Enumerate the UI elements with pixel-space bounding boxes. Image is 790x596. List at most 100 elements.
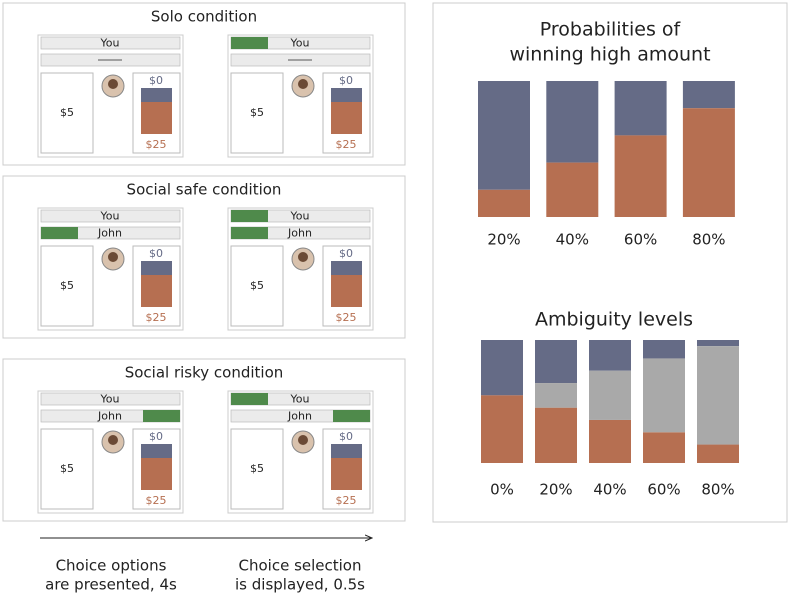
high-area [546, 162, 599, 217]
safe-amount: $5 [250, 106, 264, 119]
probability-label: 60% [624, 231, 657, 249]
timeline-caption: are presented, 4s [45, 576, 177, 594]
high-bar [331, 458, 362, 490]
low-bar [141, 444, 172, 458]
condition-panel: Solo condition You $5 $0 $25 You $5 $0 $25 [2, 2, 406, 166]
ambiguous-area [643, 358, 685, 433]
high-bar [141, 458, 172, 490]
avatar-head [108, 435, 118, 445]
low-area [589, 340, 631, 371]
high-area [682, 108, 735, 217]
high-area [535, 407, 577, 463]
choice-indicator [231, 393, 268, 405]
condition-title: Social safe condition [127, 181, 282, 199]
safe-option [230, 245, 284, 327]
ambiguous-area [697, 346, 739, 445]
choice-indicator [41, 227, 78, 239]
safe-amount: $5 [60, 106, 74, 119]
high-bar [141, 275, 172, 307]
low-area [697, 340, 739, 347]
low-amount: $0 [339, 430, 353, 443]
timeline-caption: Choice selection [239, 557, 362, 575]
probability-label: 20% [487, 231, 520, 249]
probabilities-title: Probabilities of [540, 19, 682, 41]
safe-option [40, 428, 94, 510]
high-bar [331, 275, 362, 307]
high-area [589, 419, 631, 463]
safe-amount: $5 [60, 462, 74, 475]
ambiguity-label: 60% [647, 481, 680, 499]
safe-option [40, 245, 94, 327]
high-amount: $25 [146, 494, 167, 507]
ambiguity-label: 20% [539, 481, 572, 499]
low-bar [331, 444, 362, 458]
player-name: You [100, 393, 120, 406]
ambiguity-title: Ambiguity levels [535, 309, 693, 331]
high-area [478, 189, 530, 217]
safe-amount: $5 [250, 462, 264, 475]
probability-label: 40% [556, 231, 589, 249]
condition-panel: Social risky condition You John $5 $0 $25 You J… [2, 358, 406, 522]
player-name: You [290, 37, 310, 50]
low-area [535, 340, 577, 384]
high-amount: $25 [336, 138, 357, 151]
name-bar [40, 392, 181, 406]
player-name: John [287, 227, 312, 240]
avatar-head [108, 252, 118, 262]
high-bar [141, 102, 172, 134]
avatar-head [298, 79, 308, 89]
low-bar [141, 261, 172, 275]
player-name: You [290, 393, 310, 406]
low-bar [331, 261, 362, 275]
timeline-caption: is displayed, 0.5s [235, 576, 365, 594]
low-amount: $0 [339, 74, 353, 87]
high-area [481, 395, 523, 463]
low-area [643, 340, 685, 359]
low-amount: $0 [339, 247, 353, 260]
timeline-caption: Choice options [56, 557, 167, 575]
low-area [481, 340, 523, 396]
low-area [546, 81, 599, 163]
name-bar [40, 36, 181, 50]
low-amount: $0 [149, 247, 163, 260]
safe-amount: $5 [250, 279, 264, 292]
low-bar [331, 88, 362, 102]
safe-amount: $5 [60, 279, 74, 292]
safe-option [230, 428, 284, 510]
low-area [682, 81, 735, 109]
condition-title: Solo condition [151, 8, 257, 26]
condition-panel: Social safe condition You John $5 $0 $25 You Jo… [2, 175, 406, 339]
choice-indicator [231, 210, 268, 222]
high-amount: $25 [146, 138, 167, 151]
choice-indicator [143, 410, 180, 422]
high-bar [331, 102, 362, 134]
avatar-head [298, 435, 308, 445]
high-area [697, 444, 739, 463]
name-bar [40, 209, 181, 223]
player-name: John [97, 410, 122, 423]
avatar-head [298, 252, 308, 262]
choice-indicator [231, 227, 268, 239]
ambiguity-label: 0% [490, 481, 514, 499]
safe-option [40, 72, 94, 154]
player-name: You [100, 210, 120, 223]
low-area [614, 81, 667, 136]
player-name: John [287, 410, 312, 423]
condition-title: Social risky condition [125, 364, 284, 382]
player-name: You [100, 37, 120, 50]
high-amount: $25 [336, 494, 357, 507]
high-amount: $25 [336, 311, 357, 324]
ambiguous-area [589, 370, 631, 420]
ambiguity-label: 40% [593, 481, 626, 499]
high-amount: $25 [146, 311, 167, 324]
choice-indicator [231, 37, 268, 49]
low-amount: $0 [149, 430, 163, 443]
high-area [643, 432, 685, 463]
safe-option [230, 72, 284, 154]
high-area [614, 135, 667, 217]
low-bar [141, 88, 172, 102]
ambiguous-area [535, 383, 577, 408]
low-amount: $0 [149, 74, 163, 87]
probability-label: 80% [692, 231, 725, 249]
